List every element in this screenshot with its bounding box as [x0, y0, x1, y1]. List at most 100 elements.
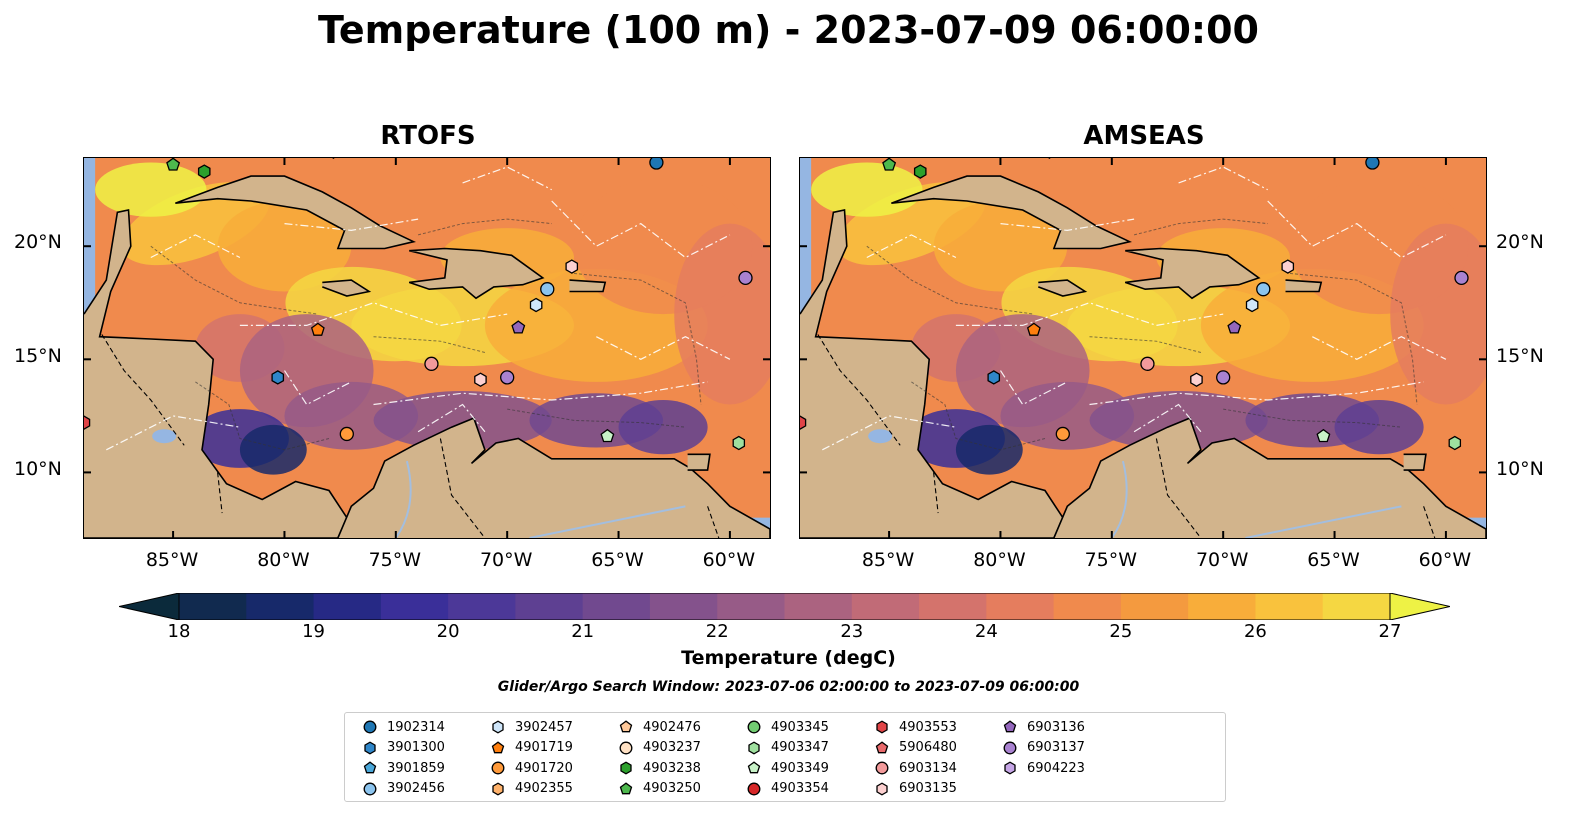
lat-label-right: 10°N	[1496, 458, 1544, 480]
legend-circle-icon	[363, 720, 377, 734]
lat-label-right: 20°N	[1496, 231, 1544, 253]
platform-marker-6903134	[1140, 356, 1155, 371]
country-borders	[101, 334, 720, 538]
colorbar-segment	[986, 593, 1055, 620]
legend-label: 1902314	[387, 719, 445, 735]
legend-item-3901300: 3901300	[357, 738, 445, 759]
platform-marker-4903349	[1316, 428, 1331, 443]
platform-marker-4901719	[310, 322, 325, 336]
legend-column: 6903136 6903137 6904223	[997, 717, 1085, 779]
lon-label: 75°W	[1084, 549, 1138, 571]
legend-label: 4903250	[643, 781, 701, 797]
platform-marker-3901300	[271, 370, 285, 385]
legend-item-5906480: 5906480	[869, 738, 957, 759]
legend-circle-icon	[1003, 741, 1017, 755]
colorbar-tick: 20	[436, 621, 460, 642]
legend-label: 6904223	[1027, 760, 1085, 776]
country-borders	[817, 334, 1436, 538]
platform-marker-4903238	[913, 164, 927, 179]
panel-title-amseas: AMSEAS	[1083, 121, 1205, 151]
platform-marker-6903135	[1190, 372, 1203, 387]
colorbar-tick: 26	[1243, 621, 1267, 642]
search-window-text: Glider/Argo Search Window: 2023-07-06 02…	[497, 679, 1080, 695]
platform-marker-6903134	[424, 356, 439, 371]
figure-title: Temperature (100 m) - 2023-07-09 06:00:0…	[317, 8, 1259, 52]
legend-item-4901720: 4901720	[485, 758, 573, 779]
legend-pentagon-icon	[363, 761, 377, 774]
legend-label: 4903347	[771, 740, 829, 756]
legend-label: 6903136	[1027, 719, 1085, 735]
legend-pentagon-icon	[491, 741, 505, 754]
legend-item-4901719: 4901719	[485, 738, 573, 759]
platform-marker-6903135	[1281, 259, 1295, 274]
platform-marker-4903238	[197, 164, 211, 179]
lat-label-left: 20°N	[14, 231, 62, 253]
platform-marker-3902456	[540, 282, 555, 297]
colorbar-tick: 18	[167, 621, 191, 642]
legend-hexagon-icon	[748, 741, 760, 755]
legend-column: 3902457 4901719 4901720 4902355	[485, 717, 573, 799]
platform-marker-4903250	[166, 158, 181, 171]
boundary-lines	[106, 166, 731, 451]
legend-label: 4901719	[515, 740, 573, 756]
platform-marker-6903135	[565, 259, 579, 274]
colorbar	[119, 593, 1450, 620]
land-masses	[800, 158, 1486, 538]
lat-label-left: 15°N	[14, 345, 62, 367]
river	[529, 505, 686, 538]
colorbar-max-extend	[1389, 593, 1450, 620]
river	[394, 460, 412, 538]
lat-label-left: 10°N	[14, 458, 62, 480]
legend-hexagon-icon	[876, 720, 888, 734]
map-canvas	[800, 158, 1486, 538]
legend-label: 4903345	[771, 719, 829, 735]
platform-marker-4901720	[339, 426, 354, 442]
legend-pentagon-icon	[875, 741, 889, 754]
legend-circle-icon	[491, 761, 505, 775]
legend-item-3902456: 3902456	[357, 779, 445, 800]
colorbar-segment	[448, 593, 516, 620]
boundary-lines	[822, 166, 1447, 451]
colorbar-label: Temperature (degC)	[681, 647, 896, 669]
legend-label: 4902476	[643, 719, 701, 735]
legend-label: 5906480	[899, 740, 957, 756]
legend-pentagon-icon	[619, 782, 633, 795]
legend-label: 6903137	[1027, 740, 1085, 756]
colorbar-segment	[1188, 593, 1256, 620]
legend-label: 4901720	[515, 760, 573, 776]
lat-label-right: 15°N	[1496, 345, 1544, 367]
platform-marker-3902457	[1245, 297, 1259, 313]
platform-marker-4903347	[1448, 435, 1462, 451]
lon-label: 80°W	[257, 549, 310, 571]
legend-label: 4903349	[771, 760, 829, 776]
axis-ticks	[800, 158, 1486, 538]
lon-label: 65°W	[591, 549, 644, 571]
colorbar-segment	[1120, 593, 1189, 620]
colorbar-segment	[246, 593, 315, 620]
legend-label: 6903135	[899, 781, 957, 797]
lon-label: 60°W	[1418, 549, 1472, 571]
colorbar-tick: 24	[974, 621, 998, 642]
temperature-patches	[95, 162, 770, 475]
platform-marker-1902314	[1365, 158, 1380, 170]
lon-label: 85°W	[861, 549, 915, 571]
colorbar-segment	[582, 593, 651, 620]
platform-marker-4901719	[1026, 322, 1041, 336]
legend-item-6904223: 6904223	[997, 758, 1085, 779]
legend-item-3901859: 3901859	[357, 758, 445, 779]
map-rtofs[interactable]	[83, 157, 771, 539]
legend-item-6903135: 6903135	[869, 779, 957, 800]
river	[1245, 505, 1402, 538]
legend-item-4903553: 4903553	[869, 717, 957, 738]
legend-hexagon-icon	[876, 782, 888, 796]
legend-label: 4903238	[643, 760, 701, 776]
legend-item-4903250: 4903250	[613, 779, 701, 800]
colorbar-segment	[313, 593, 382, 620]
platform-marker-1902314	[649, 158, 664, 170]
colorbar-min-extend	[119, 593, 180, 620]
platform-marker-6903137	[738, 270, 753, 286]
legend-item-6903137: 6903137	[997, 738, 1085, 759]
platform-marker-4903553	[800, 415, 807, 430]
legend-circle-icon	[875, 761, 889, 775]
map-amseas[interactable]	[799, 157, 1487, 539]
